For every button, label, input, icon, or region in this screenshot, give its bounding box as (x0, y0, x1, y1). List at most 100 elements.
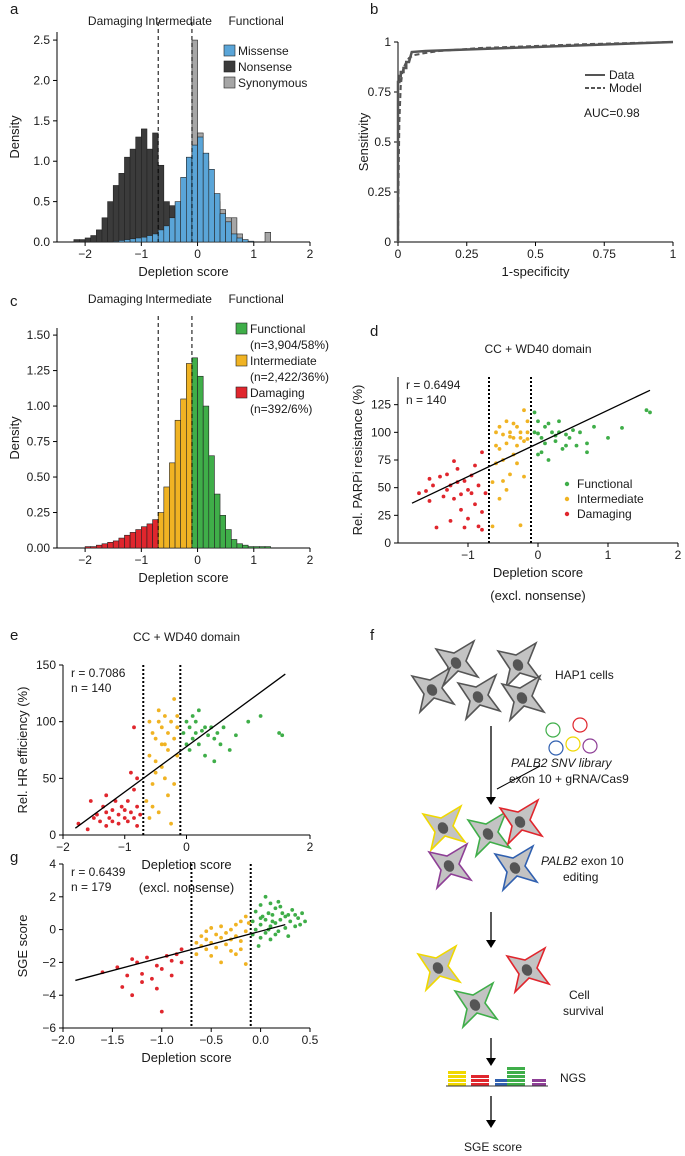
point-functional (592, 424, 596, 429)
point-damaging (125, 819, 130, 824)
bar-damaging (84, 546, 92, 549)
point-intermediate (522, 474, 526, 479)
point-intermediate (243, 929, 248, 934)
legend-swatch (223, 44, 236, 57)
library-plasmid (545, 722, 561, 738)
point-functional (278, 917, 283, 922)
stat-label: n = 140 (406, 393, 447, 407)
point-intermediate (494, 430, 498, 435)
bar-missense (152, 233, 159, 243)
point-functional (283, 914, 288, 919)
point-intermediate (525, 419, 530, 424)
point-damaging (132, 787, 136, 792)
point-intermediate (518, 435, 523, 440)
point-intermediate (159, 742, 164, 747)
point-damaging (462, 479, 467, 483)
y-tick-label: 0.50 (27, 470, 51, 484)
legend-swatch (235, 386, 248, 399)
cell-nucleus (521, 964, 533, 976)
point-functional (258, 714, 263, 718)
point-intermediate (246, 921, 251, 925)
y-tick-label: 50 (378, 481, 392, 495)
y-tick-label: 1.25 (27, 364, 51, 378)
panel-g-scatter: −2.0 −1.5 −1.0 −0.5 0.0 0.5 −6 −4 −2 0 2 4 Depletion… (15, 857, 319, 1065)
bar-functional (253, 546, 260, 549)
bar-missense (174, 201, 181, 243)
point-functional (288, 919, 293, 924)
point-intermediate (518, 523, 523, 528)
point-functional (234, 733, 238, 738)
y-tick-label: −2 (42, 955, 56, 969)
point-intermediate (504, 487, 509, 492)
arrow-head (486, 940, 496, 948)
x-tick-label: 0 (183, 840, 190, 854)
bar-missense (236, 237, 243, 243)
point-functional (256, 944, 261, 948)
legend-label: Missense (238, 44, 289, 58)
legend-dot (564, 511, 570, 517)
point-functional (187, 748, 192, 752)
point-intermediate (515, 461, 519, 466)
cell-nucleus (443, 860, 455, 872)
bar-nonsense (101, 217, 108, 243)
point-intermediate (224, 930, 228, 935)
cell-nucleus (469, 999, 481, 1011)
bar-functional (264, 546, 271, 549)
ngs-read (448, 1079, 466, 1082)
bar-missense (163, 225, 170, 243)
panel-d-scatter: −1 0 1 2 0 25 50 75 100 125 Depletion score (excl. … (350, 342, 682, 603)
x-tick-label: 0 (194, 247, 201, 261)
y-tick-label: 0 (384, 235, 391, 249)
y-tick-label: 1.00 (27, 399, 51, 413)
point-functional (567, 435, 572, 440)
point-damaging (119, 804, 124, 809)
bar-missense (124, 239, 131, 243)
x-axis-label: Depletion score (141, 1050, 231, 1065)
point-functional (536, 452, 540, 457)
y-tick-label: 150 (36, 658, 56, 672)
y-tick-label: 25 (378, 508, 392, 522)
point-intermediate (238, 919, 243, 924)
legend-label: Synonymous (238, 76, 307, 90)
point-functional (574, 443, 579, 448)
point-intermediate (508, 472, 512, 477)
y-tick-label: −6 (42, 1021, 56, 1035)
point-damaging (98, 819, 102, 824)
bar-damaging (112, 540, 120, 549)
x-tick-label: 0 (194, 553, 201, 567)
x-tick-label: 0 (395, 247, 402, 261)
y-axis-label: SGE score (15, 915, 30, 978)
point-damaging (476, 524, 481, 529)
x-tick-label: 1 (250, 247, 257, 261)
bar-nonsense (135, 136, 142, 243)
point-damaging (438, 474, 442, 479)
bar-damaging (124, 534, 131, 549)
y-axis-label: Rel. HR efficiency (%) (15, 687, 30, 814)
point-damaging (159, 967, 164, 971)
bar-nonsense (129, 148, 137, 243)
point-intermediate (156, 810, 161, 815)
chart-title: CC + WD40 domain (133, 630, 240, 644)
point-damaging (110, 808, 115, 812)
point-functional (536, 431, 540, 436)
point-damaging (159, 1009, 164, 1014)
point-damaging (140, 971, 144, 976)
y-tick-label: 1.50 (27, 328, 51, 342)
point-damaging (122, 808, 127, 812)
point-functional (193, 719, 198, 724)
x-axis-label-secondary: (excl. nonsense) (139, 880, 234, 895)
point-intermediate (175, 725, 180, 730)
cell-nucleus (472, 691, 484, 703)
bar-missense (146, 235, 153, 243)
point-damaging (104, 810, 109, 815)
bar-functional (219, 515, 226, 549)
point-functional (303, 919, 307, 924)
y-tick-label: 0.5 (33, 195, 50, 209)
stat-label: n = 179 (71, 880, 112, 894)
point-intermediate (490, 480, 495, 485)
point-functional (286, 912, 291, 917)
point-intermediate (172, 736, 177, 741)
point-functional (184, 719, 189, 724)
point-damaging (120, 985, 125, 989)
y-tick-label: 100 (36, 715, 56, 729)
